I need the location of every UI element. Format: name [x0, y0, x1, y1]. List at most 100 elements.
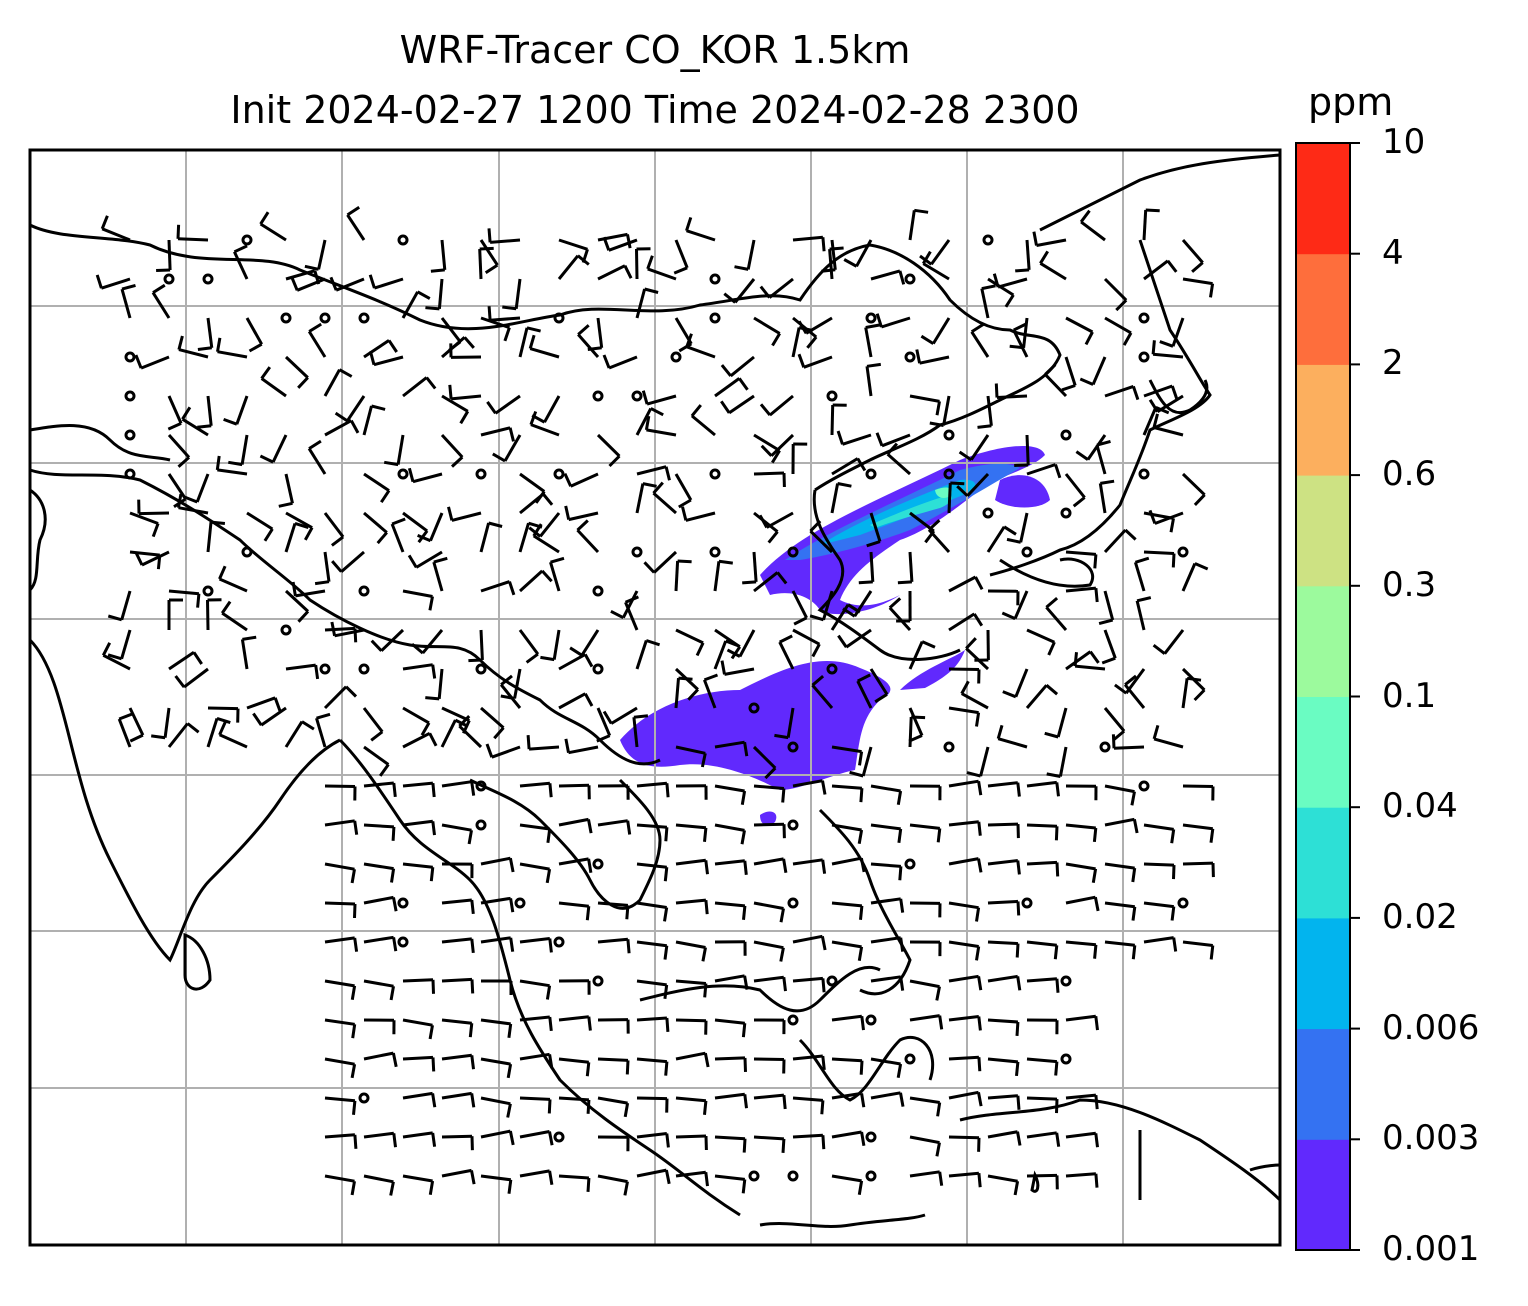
wind-barb: [1151, 340, 1184, 359]
wind-barb: [960, 680, 989, 710]
wind-barb: [363, 979, 395, 1001]
wind-barb: [558, 979, 591, 995]
wind-barb: [441, 823, 473, 845]
wind-barb: [909, 1096, 942, 1117]
wind-barb: [529, 410, 560, 437]
calm-wind-marker: [553, 936, 565, 948]
wind-barb: [218, 721, 248, 749]
wind-barb: [759, 277, 794, 299]
wind-barb: [974, 629, 990, 662]
wind-barb: [987, 1130, 1022, 1146]
calm-wind-marker: [1060, 507, 1072, 519]
calm-wind-marker: [475, 663, 487, 675]
wind-barb: [831, 1057, 864, 1075]
wind-barb: [324, 1174, 356, 1196]
wind-barb: [576, 519, 600, 554]
wind-barb: [987, 1174, 1020, 1196]
wind-barb: [177, 335, 209, 359]
wind-barb: [723, 278, 756, 304]
wind-barb: [331, 550, 365, 573]
wind-barb: [137, 499, 170, 516]
wind-barb: [363, 1018, 396, 1035]
wind-barb: [1065, 823, 1098, 843]
wind-barb: [441, 336, 475, 359]
wind-barb: [441, 977, 475, 994]
wind-barb: [849, 746, 873, 778]
wind-barb: [285, 663, 320, 680]
wind-barb: [519, 492, 554, 515]
wind-barb: [1182, 784, 1215, 801]
wind-barb: [1182, 861, 1215, 878]
wind-barb: [1095, 439, 1111, 475]
wind-barb: [948, 940, 981, 961]
calm-wind-marker: [202, 273, 214, 285]
wind-barb: [753, 1018, 786, 1035]
calm-wind-marker: [1060, 1053, 1072, 1065]
colorbar-unit: ppm: [1308, 80, 1394, 124]
wind-barb: [674, 317, 693, 353]
wind-barb: [1098, 479, 1115, 514]
wind-barb: [519, 1169, 554, 1185]
wind-barb: [478, 246, 494, 280]
wind-barb: [909, 1170, 944, 1186]
wind-barb: [830, 482, 852, 514]
wind-barb: [129, 511, 160, 538]
wind-barb: [441, 862, 474, 879]
wind-barb: [1079, 209, 1106, 242]
wind-barb: [449, 343, 482, 359]
wind-barb: [685, 216, 716, 242]
wind-barb: [1065, 586, 1099, 603]
wind-barb: [558, 817, 593, 834]
wind-barb: [441, 1134, 474, 1151]
wind-barb: [485, 743, 521, 759]
wind-barb: [870, 862, 903, 881]
wind-barb: [831, 1130, 866, 1147]
wind-barb: [922, 250, 950, 281]
wind-barb: [447, 506, 482, 522]
wind-barb: [441, 780, 476, 796]
wind-barb: [966, 746, 990, 778]
wind-barb: [791, 326, 814, 358]
wind-barb: [425, 278, 444, 311]
wind-barb: [363, 745, 390, 777]
wind-barb: [246, 696, 282, 712]
wind-barb: [479, 521, 503, 553]
wind-barb: [636, 901, 669, 922]
wind-barb: [284, 355, 309, 389]
wind-barb: [324, 419, 360, 437]
wind-barb: [1135, 596, 1152, 631]
wind-barb: [1045, 596, 1068, 631]
wind-barb: [947, 481, 965, 514]
wind-barb: [402, 376, 437, 398]
calm-wind-marker: [358, 585, 370, 597]
wind-barb: [1065, 784, 1098, 801]
wind-barb: [401, 290, 431, 319]
calm-wind-marker: [1138, 468, 1150, 480]
calm-wind-marker: [865, 1014, 877, 1026]
wind-barb: [675, 1051, 710, 1068]
calm-wind-marker: [397, 897, 409, 909]
calm-wind-marker: [709, 312, 721, 324]
wind-barb: [753, 1057, 786, 1074]
calm-wind-marker: [124, 429, 136, 441]
wind-barb: [223, 395, 249, 426]
wind-barb: [441, 1053, 475, 1070]
wind-barb: [252, 706, 287, 727]
wind-barb: [167, 722, 200, 748]
wind-barb: [791, 590, 808, 626]
wind-barb: [206, 598, 222, 631]
wind-barb: [480, 1174, 513, 1194]
wind-barb: [487, 228, 521, 244]
wind-barb: [753, 1135, 786, 1153]
wind-barb: [986, 525, 1017, 553]
wind-barb: [383, 434, 405, 467]
wind-barb: [1103, 277, 1128, 312]
wind-barb: [532, 523, 560, 554]
wind-barb: [117, 712, 133, 748]
wind-barb: [597, 901, 630, 920]
wind-barb: [1143, 384, 1179, 400]
map-title-line1: WRF-Tracer CO_KOR 1.5km: [399, 28, 911, 72]
wind-barb: [458, 715, 483, 749]
wind-barb: [714, 974, 749, 990]
wind-barb: [346, 205, 366, 241]
